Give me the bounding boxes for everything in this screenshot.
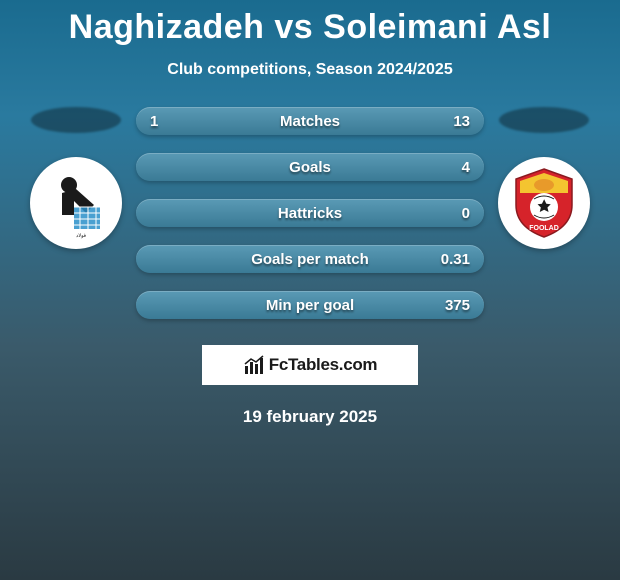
left-club-badge: فولاد: [30, 157, 122, 249]
stat-row-hattricks: Hattricks 0: [136, 199, 484, 227]
stat-row-min-per-goal: Min per goal 375: [136, 291, 484, 319]
stat-label: Matches: [280, 113, 340, 130]
right-oval-shadow: [499, 107, 589, 133]
page-title: Naghizadeh vs Soleimani Asl: [0, 0, 620, 47]
left-badge-icon: فولاد: [36, 163, 116, 243]
left-oval-shadow: [31, 107, 121, 133]
stat-right-value: 0.31: [441, 251, 470, 268]
stat-label: Hattricks: [278, 205, 342, 222]
stat-row-matches: 1 Matches 13: [136, 107, 484, 135]
brand-box: FcTables.com: [202, 345, 418, 385]
stat-label: Goals per match: [251, 251, 369, 268]
stat-label: Goals: [289, 159, 331, 176]
stat-label: Min per goal: [266, 297, 354, 314]
right-club-badge: FOOLAD: [498, 157, 590, 249]
subtitle: Club competitions, Season 2024/2025: [0, 61, 620, 79]
right-badge-icon: FOOLAD: [504, 163, 584, 243]
stat-right-value: 375: [445, 297, 470, 314]
comparison-area: فولاد 1 Matches 13 Goals 4 Hattricks 0 G…: [0, 107, 620, 319]
stat-right-value: 0: [462, 205, 470, 222]
left-player-column: فولاد: [16, 107, 136, 249]
stat-row-goals: Goals 4: [136, 153, 484, 181]
stat-left-value: 1: [150, 113, 158, 130]
brand-chart-icon: [243, 354, 265, 376]
svg-text:فولاد: فولاد: [76, 233, 87, 239]
svg-text:FOOLAD: FOOLAD: [529, 225, 559, 232]
stat-right-value: 4: [462, 159, 470, 176]
stat-right-value: 13: [453, 113, 470, 130]
right-player-column: FOOLAD: [484, 107, 604, 249]
stat-row-goals-per-match: Goals per match 0.31: [136, 245, 484, 273]
stats-column: 1 Matches 13 Goals 4 Hattricks 0 Goals p…: [136, 107, 484, 319]
date-text: 19 february 2025: [0, 407, 620, 427]
brand-text: FcTables.com: [269, 355, 378, 375]
